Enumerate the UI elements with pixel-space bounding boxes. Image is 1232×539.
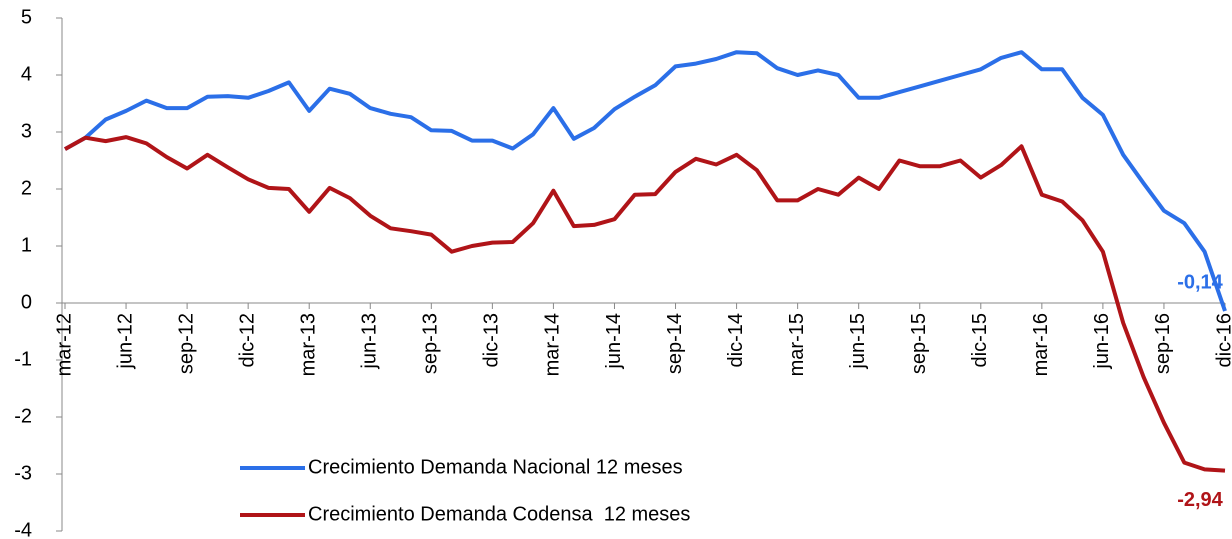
x-tick-label: jun-13 (359, 313, 381, 370)
y-tick-label: 3 (21, 120, 32, 142)
x-tick-label: sep-14 (664, 313, 686, 374)
y-tick-label: 1 (21, 234, 32, 256)
legend-label: Crecimiento Demanda Nacional 12 meses (308, 456, 683, 478)
x-tick-label: mar-14 (542, 313, 564, 376)
x-tick-label: mar-12 (53, 313, 75, 376)
y-tick-label: 4 (21, 63, 32, 85)
data-label: -2,94 (1177, 489, 1223, 511)
x-tick-label: jun-16 (1091, 313, 1113, 370)
x-tick-label: dic-12 (236, 313, 258, 367)
x-tick-label: dic-13 (481, 313, 503, 367)
x-tick-label: sep-13 (420, 313, 442, 374)
series-line (64, 135, 1226, 473)
y-tick-label: 2 (21, 177, 32, 199)
x-tick-label: dic-15 (969, 313, 991, 367)
x-tick-label: dic-16 (1213, 313, 1232, 367)
y-tick-label: -4 (14, 519, 32, 539)
x-tick-label: jun-12 (114, 313, 136, 370)
y-tick-label: -2 (14, 405, 32, 427)
x-tick-label: jun-14 (603, 313, 625, 370)
y-tick-label: 5 (21, 6, 32, 28)
x-tick-label: jun-15 (847, 313, 869, 370)
x-tick-label: sep-15 (908, 313, 930, 374)
x-tick-label: dic-14 (725, 313, 747, 367)
x-tick-label: sep-16 (1152, 313, 1174, 374)
x-tick-label: mar-16 (1030, 313, 1052, 376)
series-line (64, 50, 1227, 312)
x-tick-label: mar-13 (297, 313, 319, 376)
y-tick-label: 0 (21, 291, 32, 313)
x-tick-label: mar-15 (786, 313, 808, 376)
legend-label: Crecimiento Demanda Codensa 12 meses (308, 503, 690, 525)
x-tick-label: sep-12 (175, 313, 197, 374)
y-tick-label: -1 (14, 348, 32, 370)
data-label: -0,14 (1177, 271, 1223, 293)
y-tick-label: -3 (14, 462, 32, 484)
